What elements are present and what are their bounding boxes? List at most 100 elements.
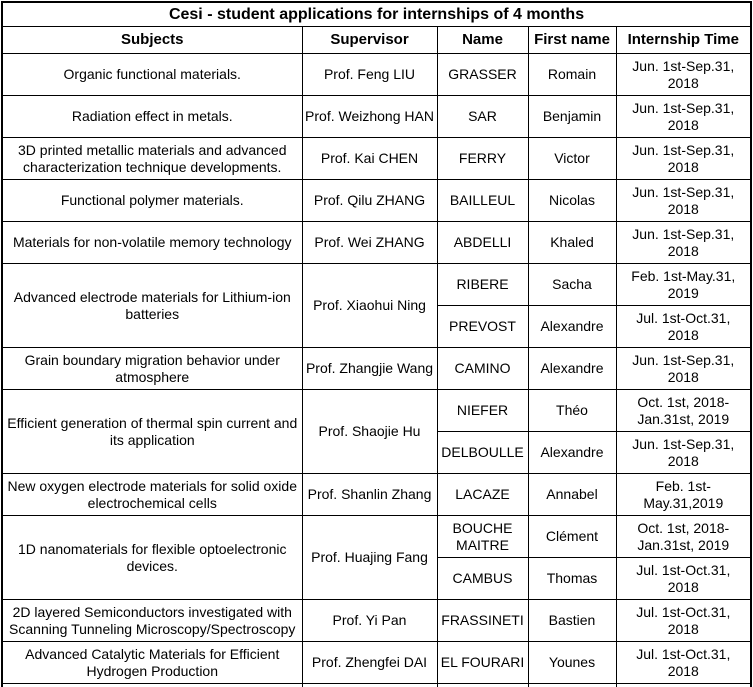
name-cell: ABDELLI — [436, 221, 529, 264]
first-name-cell: Annabel — [527, 473, 617, 516]
first-name-cell: Nicolas — [527, 179, 617, 222]
internship-time-cell: Jun. 1st-Sep.31, 2018 — [615, 347, 752, 390]
table-row: DELBOULLE Alexandre Jun. 1st-Sep.31, 201… — [2, 431, 752, 474]
table-header-row: Subjects Supervisor Name First name Inte… — [1, 26, 752, 54]
empty-cell — [1, 683, 303, 687]
table-row: 2D layered Semiconductors investigated w… — [1, 599, 752, 642]
first-name-cell: Alexandre — [527, 431, 617, 474]
supervisor-cell: Prof. Weizhong HAN — [301, 95, 438, 138]
first-name-cell: Bastien — [527, 599, 617, 642]
first-name-cell: Alexandre — [527, 347, 617, 390]
name-cell: BOUCHE MAITRE — [436, 515, 529, 558]
first-name-cell: Clément — [527, 515, 617, 558]
internship-time-cell: Jul. 1st-Oct.31, 2018 — [615, 557, 752, 600]
table-row: Advanced Catalytic Materials for Efficie… — [1, 641, 752, 684]
table-title-row: Cesi - student applications for internsh… — [1, 1, 752, 27]
name-cell: CAMBUS — [436, 557, 529, 600]
column-header-name: Name — [436, 26, 529, 54]
first-name-cell: Younes — [527, 641, 617, 684]
partial-table-row — [1, 683, 752, 687]
subject-cell: Radiation effect in metals. — [1, 95, 303, 138]
internship-time-cell: Jun. 1st-Sep.31, 2018 — [615, 53, 752, 96]
table-row: Radiation effect in metals. Prof. Weizho… — [1, 95, 752, 138]
internship-time-cell: Oct. 1st, 2018- Jan.31st, 2019 — [615, 389, 752, 432]
table-row: Advanced electrode materials for Lithium… — [1, 263, 752, 348]
table-row: Organic functional materials. Prof. Feng… — [1, 53, 752, 96]
table-row: Functional polymer materials. Prof. Qilu… — [1, 179, 752, 222]
first-name-cell: Thomas — [527, 557, 617, 600]
internship-time-cell: Feb. 1st-May.31, 2019 — [615, 263, 752, 306]
name-cell: FRASSINETI — [436, 599, 529, 642]
name-cell: RIBERE — [436, 263, 529, 306]
first-name-cell: Théo — [527, 389, 617, 432]
internship-time-cell: Jun. 1st-Sep.31, 2018 — [615, 431, 752, 474]
name-cell: SAR — [436, 95, 529, 138]
empty-cell — [527, 683, 617, 687]
supervisor-cell: Prof. Qilu ZHANG — [301, 179, 438, 222]
internship-time-cell: Jun. 1st-Sep.31, 2018 — [615, 179, 752, 222]
subject-cell: Materials for non-volatile memory techno… — [1, 221, 303, 264]
table-row: PREVOST Alexandre Jul. 1st-Oct.31, 2018 — [2, 305, 752, 348]
empty-cell — [615, 683, 752, 687]
first-name-cell: Romain — [527, 53, 617, 96]
supervisor-cell: Prof. Yi Pan — [301, 599, 438, 642]
internship-time-cell: Oct. 1st, 2018- Jan.31st, 2019 — [615, 515, 752, 558]
supervisor-cell: Prof. Wei ZHANG — [301, 221, 438, 264]
table-row: CAMBUS Thomas Jul. 1st-Oct.31, 2018 — [2, 557, 752, 600]
table-row: 3D printed metallic materials and advanc… — [1, 137, 752, 180]
column-header-internship-time: Internship Time — [615, 26, 752, 54]
name-cell: PREVOST — [436, 305, 529, 348]
first-name-cell: Victor — [527, 137, 617, 180]
first-name-cell: Benjamin — [527, 95, 617, 138]
first-name-cell: Sacha — [527, 263, 617, 306]
internship-time-cell: Jun. 1st-Sep.31, 2018 — [615, 221, 752, 264]
name-cell: DELBOULLE — [436, 431, 529, 474]
table-title: Cesi - student applications for internsh… — [1, 1, 752, 27]
name-cell: LACAZE — [436, 473, 529, 516]
subject-cell: Organic functional materials. — [1, 53, 303, 96]
empty-cell — [436, 683, 529, 687]
name-cell: EL FOURARI — [436, 641, 529, 684]
subject-cell: Functional polymer materials. — [1, 179, 303, 222]
table-row: New oxygen electrode materials for solid… — [1, 473, 752, 516]
subject-cell: Efficient generation of thermal spin cur… — [1, 389, 303, 474]
internship-time-cell: Jul. 1st-Oct.31, 2018 — [615, 641, 752, 684]
subject-cell: Advanced Catalytic Materials for Efficie… — [1, 641, 303, 684]
subject-cell: New oxygen electrode materials for solid… — [1, 473, 303, 516]
supervisor-cell: Prof. Zhengfei DAI — [301, 641, 438, 684]
table-row: 1D nanomaterials for flexible optoelectr… — [1, 515, 752, 600]
name-cell: GRASSER — [436, 53, 529, 96]
supervisor-cell: Prof. Zhangjie Wang — [301, 347, 438, 390]
supervisor-cell: Prof. Kai CHEN — [301, 137, 438, 180]
internship-time-cell: Jun. 1st-Sep.31, 2018 — [615, 137, 752, 180]
column-header-subjects: Subjects — [1, 26, 303, 54]
name-cell: BAILLEUL — [436, 179, 529, 222]
name-cell: FERRY — [436, 137, 529, 180]
subject-cell: 1D nanomaterials for flexible optoelectr… — [1, 515, 303, 600]
supervisor-cell: Prof. Xiaohui Ning — [301, 263, 438, 348]
subject-cell: Advanced electrode materials for Lithium… — [1, 263, 303, 348]
internship-time-cell: Jun. 1st-Sep.31, 2018 — [615, 95, 752, 138]
table-row: Efficient generation of thermal spin cur… — [1, 389, 752, 474]
internship-time-cell: Jul. 1st-Oct.31, 2018 — [615, 599, 752, 642]
name-cell: NIEFER — [436, 389, 529, 432]
column-header-first-name: First name — [527, 26, 617, 54]
supervisor-cell: Prof. Shanlin Zhang — [301, 473, 438, 516]
first-name-cell: Alexandre — [527, 305, 617, 348]
supervisor-cell: Prof. Huajing Fang — [301, 515, 438, 600]
table-row: Materials for non-volatile memory techno… — [1, 221, 752, 264]
internship-time-cell: Jul. 1st-Oct.31, 2018 — [615, 305, 752, 348]
subject-cell: 3D printed metallic materials and advanc… — [1, 137, 303, 180]
subject-cell: Grain boundary migration behavior under … — [1, 347, 303, 390]
name-cell: CAMINO — [436, 347, 529, 390]
supervisor-cell: Prof. Shaojie Hu — [301, 389, 438, 474]
column-header-supervisor: Supervisor — [301, 26, 438, 54]
table-row: Grain boundary migration behavior under … — [1, 347, 752, 390]
supervisor-cell: Prof. Feng LIU — [301, 53, 438, 96]
empty-cell — [301, 683, 438, 687]
internship-time-cell: Feb. 1st- May.31,2019 — [615, 473, 752, 516]
subject-cell: 2D layered Semiconductors investigated w… — [1, 599, 303, 642]
first-name-cell: Khaled — [527, 221, 617, 264]
